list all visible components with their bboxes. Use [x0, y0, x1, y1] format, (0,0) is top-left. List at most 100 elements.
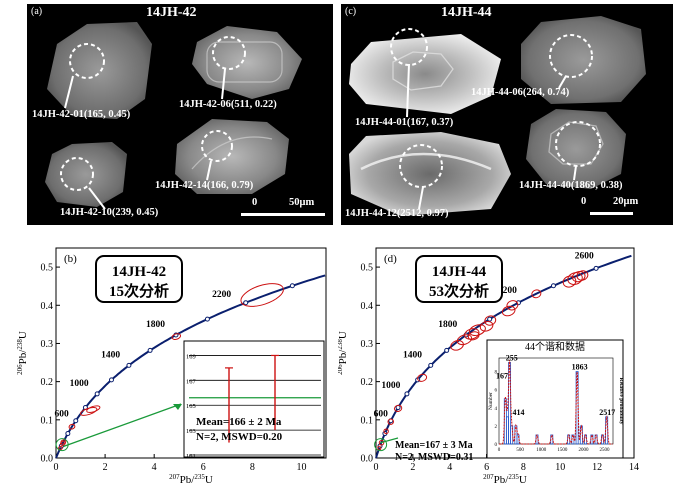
error-ellipse: [240, 283, 284, 307]
grain-label: 14JH-44-12(2512, 0.97): [345, 208, 449, 219]
error-ellipse: [377, 445, 382, 451]
probability-curve: [499, 359, 613, 445]
analysis-spot: [212, 36, 246, 70]
x-tick-label: 0: [374, 462, 379, 473]
y-tick-label: 0.2: [361, 377, 374, 388]
x-tick-label: 0: [54, 462, 59, 473]
x-tick-label: 2: [103, 462, 108, 473]
age-label: 1800: [146, 320, 165, 330]
age-marker: [243, 300, 249, 306]
x-axis-label-part: 207: [483, 473, 494, 481]
y-axis-label-part: U: [338, 331, 349, 339]
error-ellipse: [467, 331, 480, 341]
concordia-plot: 0 2 4 6 8 100.00.10.20.30.40.5207Pb/235U206Pb…: [16, 247, 327, 486]
y-tick-label: 0.0: [361, 454, 374, 465]
y-axis-label: 206Pb/238U: [16, 331, 29, 375]
analysis-spot: [201, 130, 233, 162]
inset-tick-label: 165: [186, 403, 196, 410]
age-marker: [147, 347, 153, 353]
y-axis-label-part: 238: [338, 339, 344, 350]
zircon-grain: [521, 16, 646, 104]
x-tick-label: 12: [592, 462, 602, 473]
x-tick-label: 4: [447, 462, 452, 473]
x-tick-label: 4: [152, 462, 157, 473]
title-box: [415, 255, 503, 303]
y-tick-label: 0.5: [361, 263, 374, 274]
error-ellipse: [567, 272, 583, 285]
inset-tick-label: 163: [186, 428, 196, 435]
error-ellipse: [571, 271, 586, 283]
age-label: 1400: [403, 350, 422, 360]
zircon-grain: [526, 109, 626, 189]
age-marker: [204, 316, 210, 322]
x-axis-label: 207Pb/235U: [169, 473, 213, 486]
zircon-grain: [392, 51, 454, 91]
title-box: [95, 255, 183, 303]
histogram-bar: [575, 371, 579, 445]
inset-tick-label: 4: [495, 407, 498, 412]
error-ellipse: [68, 423, 76, 430]
error-ellipse: [576, 270, 589, 281]
grain-label: 14JH-44-06(264, 0.74): [471, 87, 570, 98]
age-marker: [404, 391, 410, 397]
analysis-spot: [60, 157, 94, 191]
x-axis-label-part: 235: [508, 473, 519, 481]
inset-tick-label: 2: [495, 425, 498, 430]
histogram-frame: [498, 357, 614, 445]
zoom-arrow: [380, 437, 399, 444]
zoom-circle: [55, 438, 69, 452]
x-tick-label: 14: [629, 462, 639, 473]
inset-mean: Mean=167 ± 3 Ma: [395, 440, 473, 451]
y-axis-label-part: Pb/: [17, 349, 29, 365]
analysis-spot: [555, 121, 601, 167]
analysis-spot: [69, 43, 105, 79]
analysis-spot: [399, 144, 443, 188]
error-ellipse: [86, 405, 101, 413]
x-tick-label: 8: [521, 462, 526, 473]
x-axis-label: 207Pb/235U: [483, 473, 527, 486]
x-axis-label-part: Pb/: [494, 474, 510, 486]
error-ellipse: [60, 439, 67, 445]
inset-ylabel2: Relative probability: [618, 378, 624, 425]
age-marker: [593, 265, 599, 271]
inset-frame: [486, 339, 624, 459]
sample-title: 14JH-44: [441, 5, 492, 20]
zoom-circle: [374, 438, 388, 452]
y-axis-label-part: 206: [16, 364, 24, 375]
age-marker: [487, 316, 493, 322]
y-axis-label: 206Pb/238U: [338, 331, 349, 375]
inset-tick-label: 2500: [600, 448, 611, 453]
y-tick-label: 0.1: [361, 415, 374, 426]
inset-tick-label: 1000: [536, 448, 547, 453]
error-ellipse: [383, 428, 389, 435]
zircon-grains-a: [45, 22, 302, 210]
scale-bar-value: 20μm: [613, 196, 639, 207]
y-tick-label: 0.0: [41, 454, 54, 465]
scale-bar-zero: 0: [252, 197, 258, 208]
inset-mean: Mean=166 ± 2 Ma: [196, 416, 282, 428]
peak-label: 414: [512, 408, 524, 417]
panel-label: (a): [31, 6, 43, 17]
inset-ylabel: Number: [488, 392, 494, 410]
arrow-head: [173, 404, 182, 410]
inset-frame: [183, 340, 325, 458]
y-tick-label: 0.5: [41, 263, 54, 274]
age-label: 1000: [70, 379, 89, 389]
cl-image-panel-a: (a) 14JH-42 14JH-42-01(165, 0.45) 14JH-4…: [27, 4, 333, 225]
zircon-grain: [349, 132, 511, 216]
inset-stats: N=2, MSWD=0.31: [395, 452, 473, 463]
x-tick-label: 8: [250, 462, 255, 473]
inset-tick-label: 0: [498, 448, 501, 453]
error-ellipse: [417, 373, 428, 382]
x-axis-label-part: U: [205, 474, 213, 486]
x-axis-label-part: U: [519, 474, 527, 486]
cl-image-panel-c: (c) 14JH-44 14JH-44-06(264, 0.74) 14JH-4…: [341, 4, 673, 225]
x-tick-label: 6: [201, 462, 206, 473]
inset-tick-label: 167: [186, 378, 197, 385]
age-marker: [550, 283, 556, 289]
x-tick-label: 6: [484, 462, 489, 473]
age-marker: [65, 431, 71, 437]
sample-title: 14JH-42: [112, 264, 166, 280]
x-axis-label-part: 207: [169, 473, 180, 481]
age-label: 1400: [101, 350, 120, 360]
